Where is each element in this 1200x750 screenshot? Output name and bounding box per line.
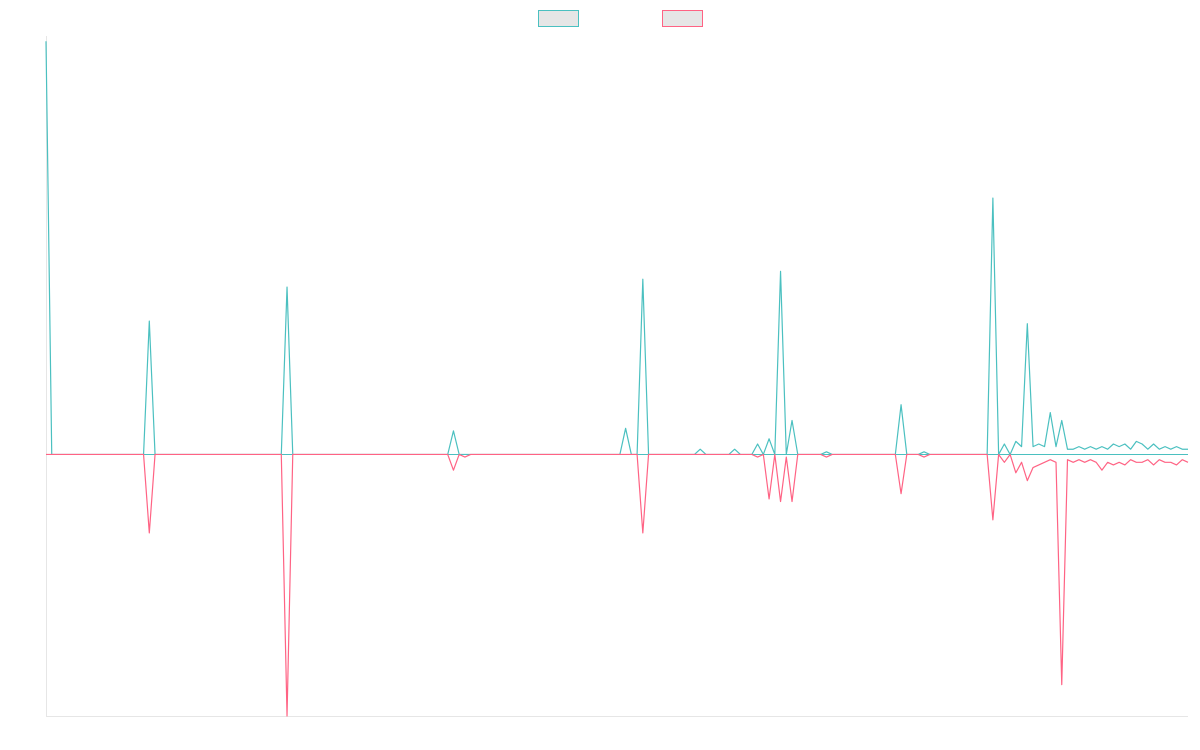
axes [46,36,1188,717]
legend-swatch-1[interactable] [538,10,579,27]
legend-item-2[interactable] [662,10,703,27]
series-layer [45,41,1189,717]
series-line-1[interactable] [45,41,1188,456]
series-line-2[interactable] [46,453,1189,717]
legend-swatch-2[interactable] [662,10,703,27]
legend [538,10,703,27]
legend-item-1[interactable] [538,10,579,27]
